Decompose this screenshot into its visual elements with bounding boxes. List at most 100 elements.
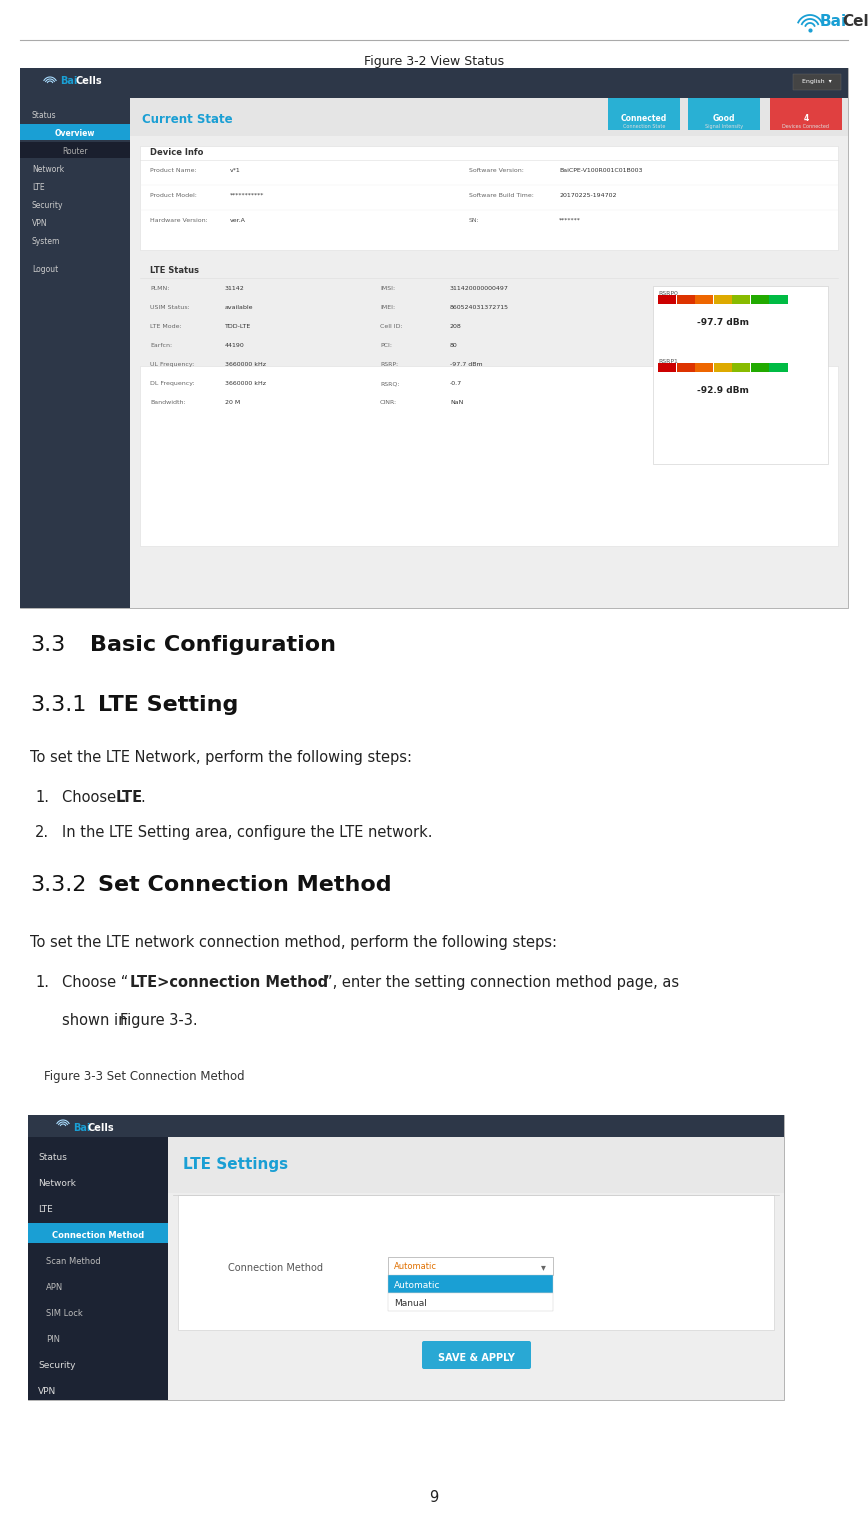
Bar [793,74,841,89]
Text: Product Name:: Product Name: [150,168,197,172]
Bar [178,1195,774,1330]
Bar [140,366,838,546]
Bar [769,363,787,372]
Text: Basic Configuration: Basic Configuration [90,635,336,655]
Text: 3660000 kHz: 3660000 kHz [225,362,266,368]
Text: Status: Status [38,1153,67,1162]
Bar [713,363,732,372]
Bar [28,1223,168,1244]
Text: -97.7 dBm: -97.7 dBm [450,362,483,368]
Text: Network: Network [32,165,64,174]
Text: 311420000000497: 311420000000497 [450,286,509,290]
Text: Figure 3-2 View Status: Figure 3-2 View Status [364,54,504,68]
Text: SN:: SN: [469,218,480,222]
Text: NaN: NaN [450,399,464,405]
Text: 31142: 31142 [225,286,245,290]
Text: VPN: VPN [38,1387,56,1396]
Bar [658,363,676,372]
Text: Security: Security [32,201,63,210]
Text: Overview: Overview [55,129,95,138]
Text: Bai: Bai [60,76,77,86]
Text: 3660000 kHz: 3660000 kHz [225,381,266,386]
Text: LTE Settings: LTE Settings [183,1157,288,1173]
Text: Devices Connected: Devices Connected [782,124,830,129]
Bar [20,142,130,157]
Text: Choose: Choose [62,790,121,805]
Text: shown in: shown in [62,1014,132,1027]
Bar [733,295,750,304]
Text: Figure 3-3 Set Connection Method: Figure 3-3 Set Connection Method [44,1070,245,1083]
Text: System: System [32,238,61,247]
FancyBboxPatch shape [422,1341,531,1369]
Text: PLMN:: PLMN: [150,286,169,290]
Text: RSRP0: RSRP0 [658,290,678,297]
Text: APN: APN [46,1283,63,1292]
Text: available: available [225,306,253,310]
Bar [28,1115,784,1136]
Text: ▾: ▾ [541,1262,545,1272]
Bar [388,1294,553,1310]
Text: Network: Network [38,1179,76,1188]
Bar [28,1115,784,1400]
Bar [751,363,769,372]
Bar [130,98,848,136]
Text: 3.3: 3.3 [30,635,65,655]
Bar [733,363,750,372]
Text: RSRP:: RSRP: [380,362,398,368]
Text: 860524031372715: 860524031372715 [450,306,509,310]
Text: LTE>connection Method: LTE>connection Method [130,974,328,990]
Text: 208: 208 [450,324,462,328]
Text: Signal Intensity: Signal Intensity [705,124,743,129]
Text: To set the LTE Network, perform the following steps:: To set the LTE Network, perform the foll… [30,750,412,766]
Bar [770,98,842,130]
Text: To set the LTE network connection method, perform the following steps:: To set the LTE network connection method… [30,935,557,950]
Text: CINR:: CINR: [380,399,398,405]
Text: In the LTE Setting area, configure the LTE network.: In the LTE Setting area, configure the L… [62,825,432,840]
Text: 2.: 2. [35,825,49,840]
Bar [676,363,694,372]
Text: 3.3.2: 3.3.2 [30,875,87,896]
Text: ver.A: ver.A [230,218,246,222]
Text: Cells: Cells [842,14,868,29]
Text: SAVE & APPLY: SAVE & APPLY [437,1353,515,1363]
Bar [695,295,713,304]
Bar [28,1136,168,1400]
Text: UL Frequency:: UL Frequency: [150,362,194,368]
Bar [20,68,848,98]
Text: Status: Status [32,110,56,120]
Bar [676,295,694,304]
Bar [751,295,769,304]
Text: Bandwidth:: Bandwidth: [150,399,186,405]
Text: Cells: Cells [88,1123,115,1133]
Bar [608,98,680,130]
Text: LTE Mode:: LTE Mode: [150,324,181,328]
Text: Scan Method: Scan Method [46,1257,101,1266]
Text: RSRQ:: RSRQ: [380,381,399,386]
Text: Software Build Time:: Software Build Time: [469,194,534,198]
Text: .: . [140,790,145,805]
Text: Choose “: Choose “ [62,974,128,990]
Text: 3.3.1: 3.3.1 [30,694,87,716]
Text: USIM Status:: USIM Status: [150,306,190,310]
Text: Connection Method: Connection Method [52,1232,144,1241]
Text: TDD-LTE: TDD-LTE [225,324,251,328]
Text: Product Model:: Product Model: [150,194,197,198]
Text: RSRP1: RSRP1 [658,359,678,365]
Text: 20170225-194702: 20170225-194702 [559,194,616,198]
Text: Bai: Bai [820,14,847,29]
Text: Connection State: Connection State [623,124,665,129]
Text: Router: Router [62,147,88,156]
Bar [713,295,732,304]
Text: Set Connection Method: Set Connection Method [98,875,391,896]
Text: VPN: VPN [32,219,48,228]
Text: 1.: 1. [35,974,49,990]
Text: Current State: Current State [142,113,233,126]
Text: Good: Good [713,113,735,123]
Text: Automatic: Automatic [394,1262,437,1271]
Text: v*1: v*1 [230,168,240,172]
Text: Automatic: Automatic [394,1282,440,1291]
Text: -97.7 dBm: -97.7 dBm [697,318,749,327]
Text: 44190: 44190 [225,343,245,348]
Text: Bai: Bai [73,1123,90,1133]
Text: Security: Security [38,1362,76,1369]
